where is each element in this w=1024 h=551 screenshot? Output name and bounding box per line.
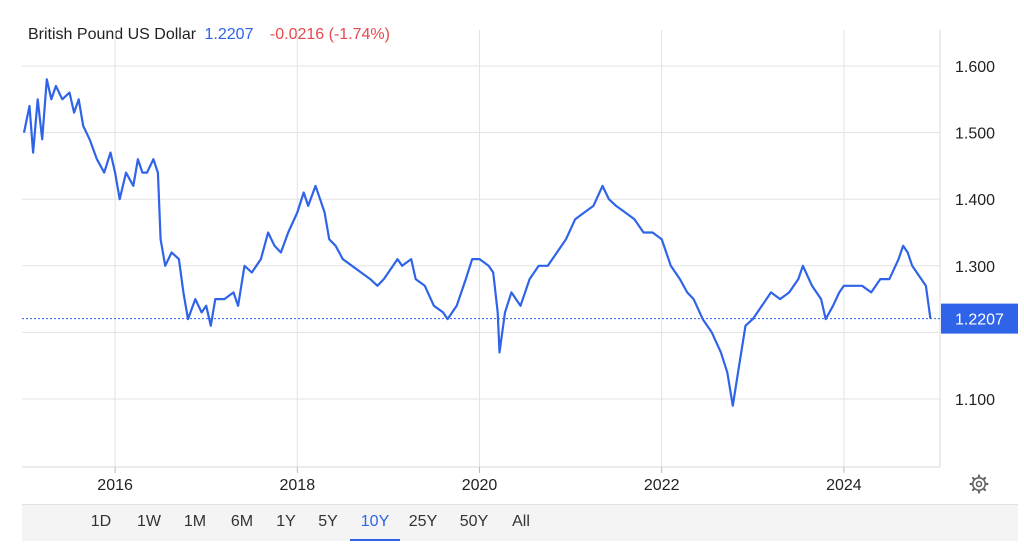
gridlines bbox=[22, 30, 941, 468]
y-tick-label: 1.300 bbox=[955, 259, 995, 276]
range-selector: 1D 1W 1M 6M 1Y 5Y 10Y 25Y 50Y All bbox=[22, 504, 1018, 541]
range-button-50y[interactable]: 50Y bbox=[459, 513, 489, 530]
x-tick-label: 2018 bbox=[280, 477, 316, 494]
y-tick-label: 1.400 bbox=[955, 192, 995, 209]
range-button-6m[interactable]: 6M bbox=[230, 513, 254, 530]
series-line bbox=[22, 78, 932, 407]
range-button-1m[interactable]: 1M bbox=[183, 513, 207, 530]
x-tick-label: 2016 bbox=[97, 477, 133, 494]
range-button-1w[interactable]: 1W bbox=[137, 513, 161, 530]
range-button-1d[interactable]: 1D bbox=[90, 513, 112, 530]
y-tick-label: 1.600 bbox=[955, 59, 995, 76]
range-button-25y[interactable]: 25Y bbox=[408, 513, 438, 530]
range-button-10y[interactable]: 10Y bbox=[350, 505, 400, 541]
last-value-badge: 1.2207 bbox=[941, 303, 1018, 334]
x-tick-label: 2020 bbox=[462, 477, 498, 494]
last-value-label: 1.2207 bbox=[955, 312, 1004, 329]
range-button-all[interactable]: All bbox=[512, 513, 530, 530]
x-tick-label: 2024 bbox=[826, 477, 862, 494]
range-button-1y[interactable]: 1Y bbox=[276, 513, 296, 530]
x-tick-label: 2022 bbox=[644, 477, 680, 494]
range-button-5y[interactable]: 5Y bbox=[318, 513, 338, 530]
gear-icon[interactable] bbox=[969, 474, 989, 494]
last-price: 1.2207 bbox=[204, 26, 254, 43]
y-tick-label: 1.500 bbox=[955, 126, 995, 143]
quote-header: British Pound US Dollar 1.2207 -0.0216 (… bbox=[28, 26, 390, 44]
price-change: -0.0216 (-1.74%) bbox=[269, 26, 390, 43]
x-axis-ticks: 2016 2018 2020 2022 2024 bbox=[97, 467, 862, 494]
y-tick-label: 1.100 bbox=[955, 392, 995, 409]
instrument-title: British Pound US Dollar bbox=[28, 26, 197, 43]
y-axis-ticks: 1.600 1.500 1.400 1.300 1.100 bbox=[955, 59, 995, 409]
